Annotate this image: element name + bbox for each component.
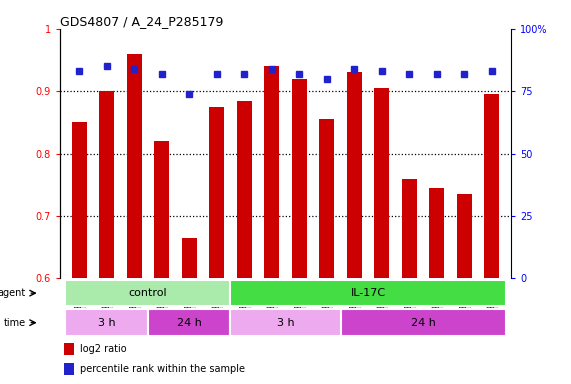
Bar: [71, 122, 87, 278]
Bar: [231, 280, 505, 306]
Bar: [65, 343, 74, 356]
Bar: [347, 73, 362, 278]
Bar: [457, 194, 472, 278]
Text: control: control: [128, 288, 167, 298]
Bar: [374, 88, 389, 278]
Bar: [66, 280, 231, 306]
Bar: [127, 54, 142, 278]
Bar: [340, 310, 505, 336]
Text: log2 ratio: log2 ratio: [81, 344, 127, 354]
Text: 24 h: 24 h: [411, 318, 436, 328]
Text: 3 h: 3 h: [277, 318, 294, 328]
Text: time: time: [4, 318, 26, 328]
Text: 3 h: 3 h: [98, 318, 115, 328]
Text: agent: agent: [0, 288, 26, 298]
Bar: [182, 238, 197, 278]
Bar: [264, 66, 279, 278]
Bar: [429, 188, 444, 278]
Bar: [236, 101, 252, 278]
Text: IL-17C: IL-17C: [351, 288, 385, 298]
Bar: [148, 310, 231, 336]
Bar: [484, 94, 500, 278]
Text: percentile rank within the sample: percentile rank within the sample: [81, 364, 246, 374]
Text: GDS4807 / A_24_P285179: GDS4807 / A_24_P285179: [60, 15, 223, 28]
Bar: [99, 91, 114, 278]
Bar: [402, 179, 417, 278]
Bar: [154, 141, 169, 278]
Bar: [66, 310, 148, 336]
Bar: [231, 310, 340, 336]
Text: 24 h: 24 h: [177, 318, 202, 328]
Bar: [209, 107, 224, 278]
Bar: [292, 79, 307, 278]
Bar: [65, 363, 74, 375]
Bar: [319, 119, 335, 278]
